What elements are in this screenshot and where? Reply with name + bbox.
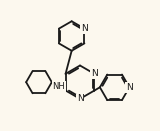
Text: N: N — [77, 94, 83, 103]
Text: NH: NH — [52, 82, 65, 91]
Text: N: N — [126, 83, 133, 92]
Text: N: N — [91, 69, 98, 78]
Text: N: N — [81, 24, 88, 33]
